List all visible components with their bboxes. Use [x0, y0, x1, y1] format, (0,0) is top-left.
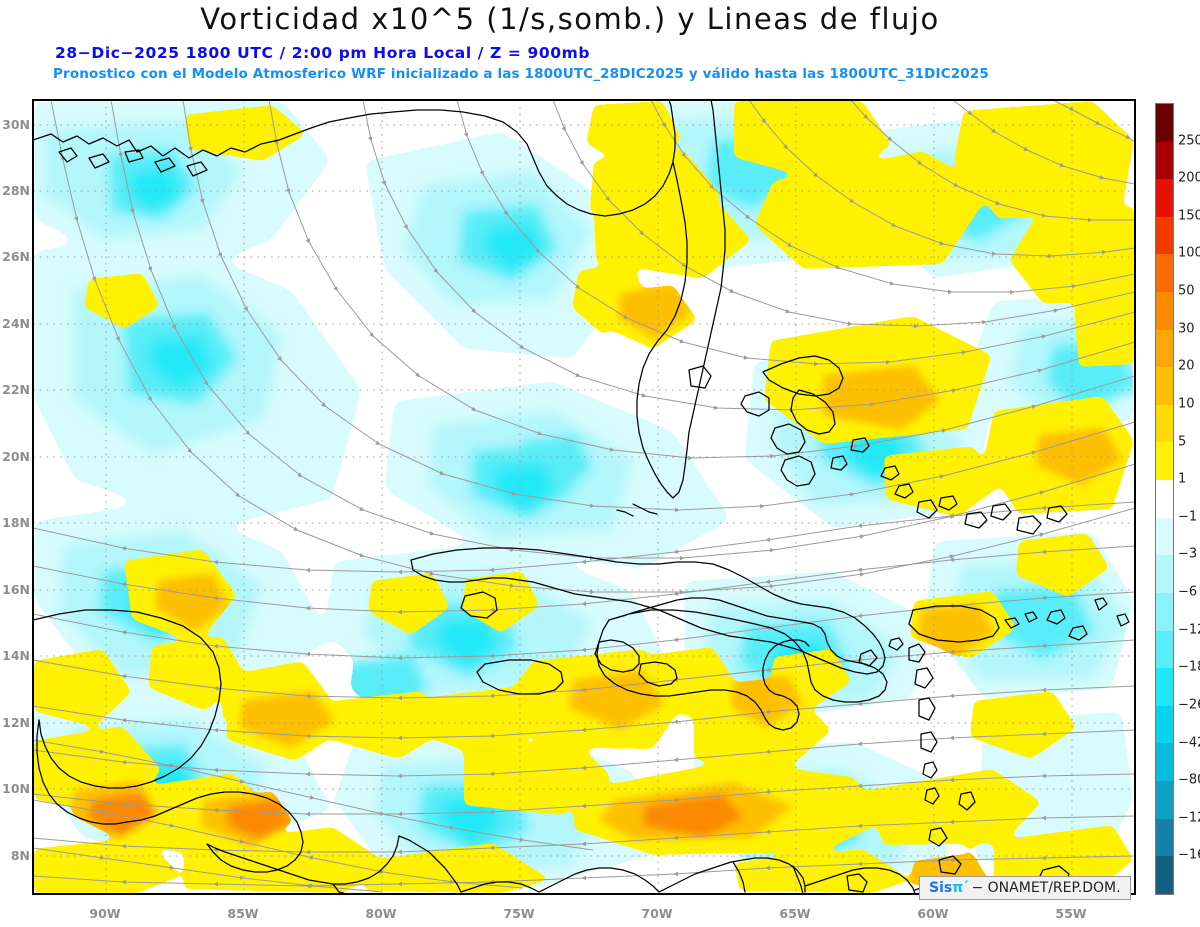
y-tick-26N: 26N [2, 249, 30, 264]
vorticity-colorbar [1155, 103, 1174, 895]
colorbar-segment [1156, 630, 1173, 669]
y-tick-12N: 12N [2, 715, 30, 730]
colorbar-segment [1156, 254, 1173, 293]
x-tick-90W: 90W [89, 906, 121, 921]
y-tick-24N: 24N [2, 316, 30, 331]
colorbar-segment [1156, 555, 1173, 593]
colorbar-tick-label: 5 [1178, 434, 1187, 450]
colorbar-segment [1156, 216, 1173, 255]
y-tick-14N: 14N [2, 648, 30, 663]
colorbar-tick-label: −26 [1178, 697, 1200, 713]
colorbar-segment [1156, 818, 1173, 857]
colorbar-tick-label: 10 [1178, 396, 1195, 412]
map-canvas [33, 100, 1135, 894]
colorbar-tick-label: 100 [1178, 245, 1200, 261]
x-tick-80W: 80W [365, 906, 397, 921]
colorbar-tick-label: 150 [1178, 208, 1200, 224]
colorbar-tick-label: −160 [1178, 847, 1200, 863]
x-tick-70W: 70W [641, 906, 673, 921]
colorbar-segment [1156, 668, 1173, 706]
colorbar-tick-label: −12 [1178, 622, 1200, 638]
colorbar-segment [1156, 292, 1173, 330]
colorbar-segment [1156, 592, 1173, 631]
x-tick-75W: 75W [503, 906, 535, 921]
y-tick-10N: 10N [2, 781, 30, 796]
page-title: Vorticidad x10^5 (1/s,somb.) y Lineas de… [200, 2, 940, 36]
colorbar-segment [1156, 743, 1173, 781]
colorbar-segment [1156, 104, 1173, 142]
x-tick-55W: 55W [1055, 906, 1087, 921]
colorbar-tick-label: 20 [1178, 358, 1195, 374]
colorbar-segment [1156, 856, 1173, 894]
y-tick-28N: 28N [2, 183, 30, 198]
colorbar-segment [1156, 780, 1173, 819]
colorbar-tick-label: −1 [1178, 509, 1198, 525]
x-tick-85W: 85W [227, 906, 259, 921]
colorbar-tick-label: −120 [1178, 810, 1200, 826]
badge-prefix: Sis [929, 880, 953, 896]
colorbar-segment [1156, 517, 1173, 556]
colorbar-segment [1156, 367, 1173, 405]
colorbar-tick-label: 250 [1178, 133, 1200, 149]
colorbar-segment [1156, 442, 1173, 481]
colorbar-segment [1156, 705, 1173, 744]
map-plot-area [32, 99, 1136, 895]
colorbar-segment [1156, 480, 1173, 518]
y-tick-16N: 16N [2, 582, 30, 597]
colorbar-segment [1156, 329, 1173, 368]
colorbar-tick-label: −80 [1178, 772, 1200, 788]
x-tick-65W: 65W [779, 906, 811, 921]
coastlines [33, 100, 1130, 894]
colorbar-segment [1156, 404, 1173, 443]
colorbar-tick-label: −18 [1178, 659, 1200, 675]
model-description-line: Pronostico con el Modelo Atmosferico WRF… [53, 66, 989, 82]
colorbar-tick-label: 1 [1178, 471, 1187, 487]
badge-symbol-icon: π΄ [952, 880, 968, 896]
y-tick-20N: 20N [2, 449, 30, 464]
colorbar-tick-label: 50 [1178, 283, 1195, 299]
colorbar-tick-label: −6 [1178, 584, 1198, 600]
colorbar-segment [1156, 141, 1173, 180]
colorbar-tick-label: −3 [1178, 546, 1198, 562]
y-tick-22N: 22N [2, 382, 30, 397]
y-tick-8N: 8N [10, 848, 30, 863]
attribution-badge: Sis π΄ − ONAMET/REP.DOM. [919, 876, 1131, 900]
colorbar-tick-label: 200 [1178, 170, 1200, 186]
y-tick-30N: 30N [2, 117, 30, 132]
y-tick-18N: 18N [2, 515, 30, 530]
x-tick-60W: 60W [917, 906, 949, 921]
colorbar-segment [1156, 179, 1173, 217]
colorbar-tick-label: 30 [1178, 321, 1195, 337]
streamlines [33, 100, 1135, 893]
badge-agency-text: − ONAMET/REP.DOM. [971, 880, 1121, 896]
forecast-datetime-line: 28−Dic−2025 1800 UTC / 2:00 pm Hora Loca… [55, 44, 591, 62]
colorbar-tick-label: −42 [1178, 735, 1200, 751]
